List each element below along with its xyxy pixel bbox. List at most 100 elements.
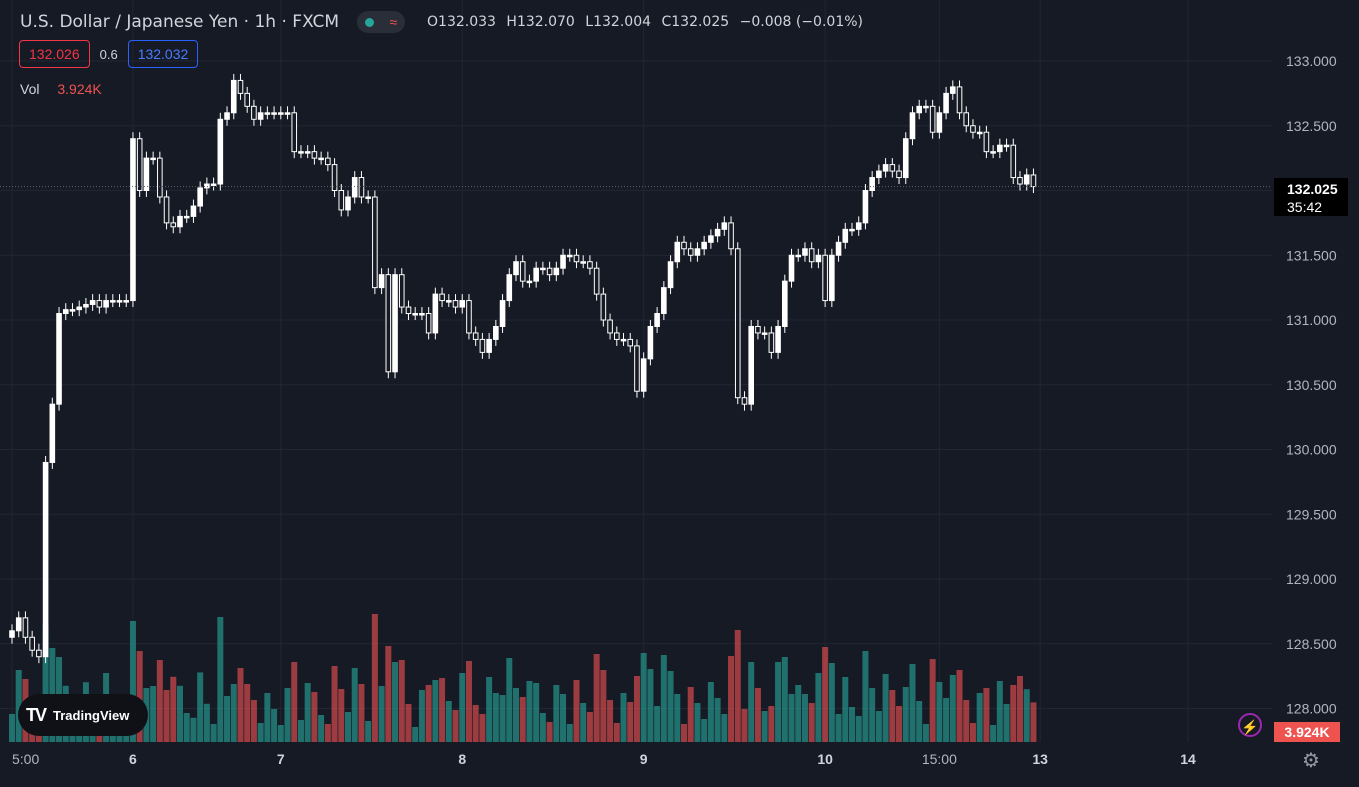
time-tick-label: 6 [129,751,137,767]
candle-body [513,261,519,276]
volume-bar [869,688,876,742]
candle-body [143,157,150,191]
candle-body [855,222,862,230]
candle-body [183,215,190,219]
volume-bar [647,669,654,742]
volume-bar [539,713,546,742]
volume-label[interactable]: Vol [20,81,40,97]
volume-bar [681,724,687,742]
volume-bar [163,690,170,742]
candle-body [311,151,318,159]
volume-bar [822,647,829,742]
time-axis: 5:00 6 7 8 9 10 15:00 13 14 [12,751,1196,767]
candle-body [896,170,902,179]
volume-bar [674,694,681,742]
price-tick-label: 133.000 [1286,53,1337,69]
volume-bar [801,694,808,742]
candle-body [519,261,526,282]
candle-body [224,112,230,120]
candle-body [795,254,802,258]
candle-body [365,196,371,199]
price-tick-label: 129.000 [1286,571,1337,587]
candle-body [419,313,425,316]
candle-body [573,254,580,263]
volume-bars [9,614,1037,742]
volume-bar [694,703,701,742]
candle-body [83,303,89,308]
candle-body [204,183,210,189]
volume-bar [230,684,237,742]
volume-bar [640,653,647,742]
volume-bar [573,680,580,742]
volume-bar [203,703,210,742]
volume-bar [371,614,378,742]
tradingview-logo[interactable]: TV TradingView [18,694,148,736]
volume-value: 3.924K [57,81,102,97]
volume-bar [902,687,909,742]
volume-bar [875,711,882,742]
candle-body [103,300,109,308]
candle-body [264,112,271,115]
time-tick-label: 9 [640,751,648,767]
volume-legend: Vol 3.924K [20,81,102,97]
candle-body [708,235,714,243]
price-tick-label: 129.500 [1286,506,1337,522]
volume-bar [452,710,459,742]
candle-body [479,338,486,353]
volume-bar [828,663,835,742]
settings-gear-icon[interactable]: ⚙ [1302,750,1320,772]
volume-bar [546,722,553,742]
volume-bar [492,693,499,742]
volume-bar [244,684,251,742]
price-tick-label: 131.000 [1286,312,1337,328]
volume-bar [183,713,190,742]
volume-bar [815,673,822,742]
volume-bar [129,621,136,742]
candle-body [587,261,593,269]
time-tick-label: 15:00 [922,751,957,767]
candle-body [929,105,936,133]
candle-body [110,300,116,303]
volume-bar [808,703,815,742]
volume-bar [250,700,257,742]
market-status-pill[interactable]: ≈ [357,11,406,33]
candle-body [909,112,916,140]
candle-body [197,187,203,207]
volume-bar [687,687,694,742]
volume-bar [224,696,231,742]
volume-bar [741,709,748,742]
volume-bar [291,662,298,742]
volume-bar [499,695,506,742]
candle-body [163,196,170,224]
volume-bar [412,727,419,742]
volume-bar [432,680,439,742]
candle-body [902,138,909,179]
buy-price-button[interactable]: 132.032 [127,40,199,68]
volume-bar [761,711,768,742]
open-value: 132.033 [438,14,496,30]
time-tick-label: 5:00 [12,751,39,767]
volume-bar [506,658,513,742]
candle-body [620,338,627,342]
candle-body [398,274,405,308]
candle-body [69,309,76,312]
candle-body [472,332,479,340]
volume-bar [956,670,963,742]
candle-body [486,338,492,353]
candle-body [499,300,506,327]
chart-header: U.S. Dollar / Japanese Yen · 1h · FXCM ≈… [20,11,869,33]
candle-body [997,144,1003,153]
change-value: −0.008 (−0.01%) [739,14,863,30]
candle-body [210,183,217,187]
sell-price-button[interactable]: 132.026 [19,40,90,68]
volume-bar [439,678,446,742]
candle-body [130,138,136,302]
volume-bar [835,714,842,742]
symbol-title[interactable]: U.S. Dollar / Japanese Yen · 1h · FXCM [20,12,340,32]
candle-body [882,164,889,172]
lightning-icon[interactable]: ⚡ [1238,713,1262,737]
candle-body [278,112,284,115]
volume-bar [150,686,157,742]
candle-body [808,248,815,263]
